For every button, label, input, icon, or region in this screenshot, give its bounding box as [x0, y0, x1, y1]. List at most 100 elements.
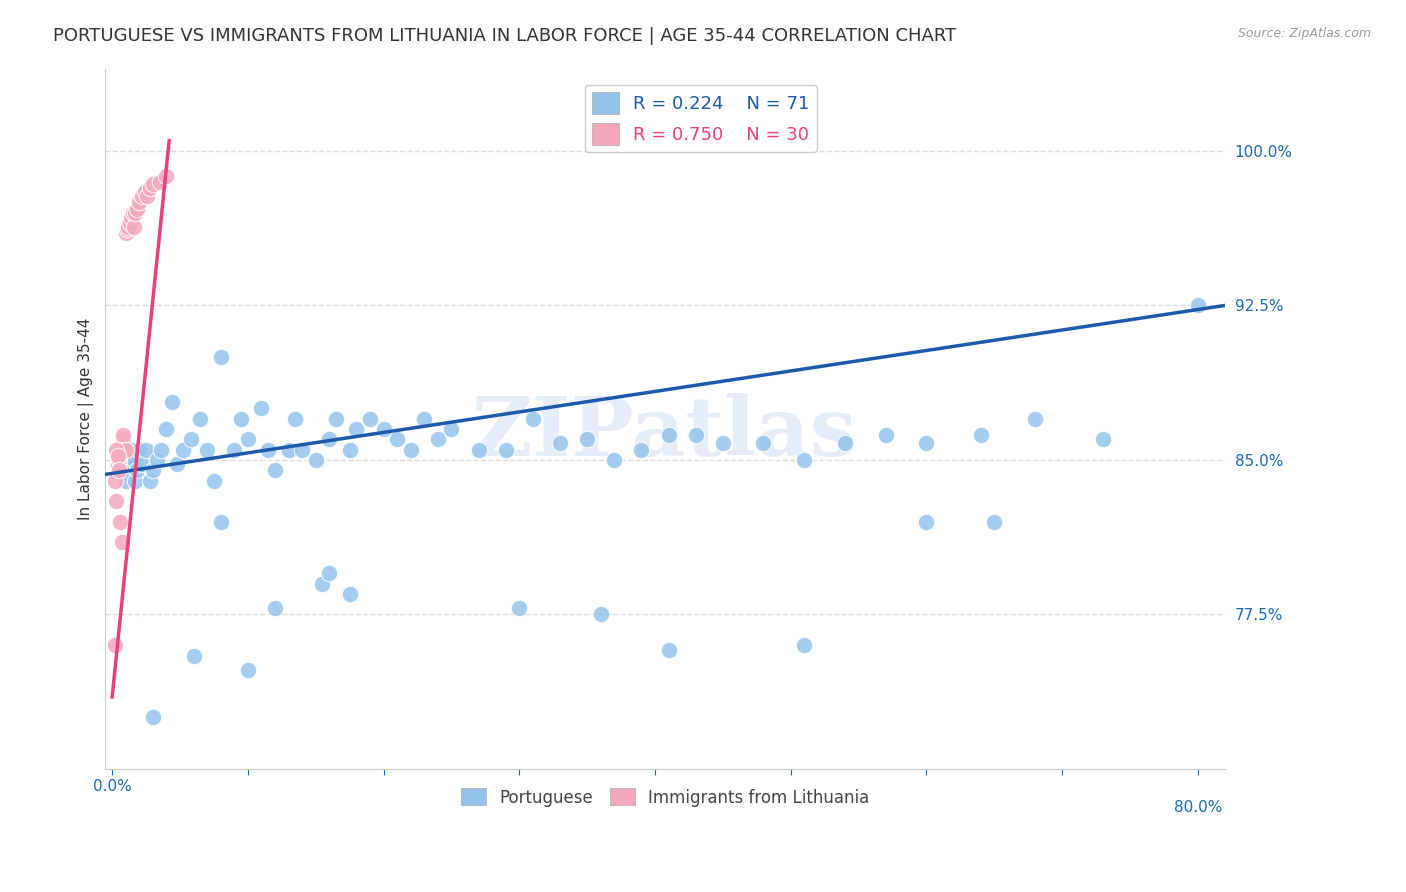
Point	[305, 453, 328, 467]
Legend: Portuguese, Immigrants from Lithuania: Portuguese, Immigrants from Lithuania	[454, 781, 876, 814]
Point	[150, 442, 173, 457]
Point	[576, 433, 599, 447]
Point	[128, 442, 150, 457]
Point	[508, 601, 530, 615]
Point	[114, 227, 136, 241]
Text: 80.0%: 80.0%	[1174, 799, 1222, 814]
Point	[190, 411, 212, 425]
Text: PORTUGUESE VS IMMIGRANTS FROM LITHUANIA IN LABOR FORCE | AGE 35-44 CORRELATION C: PORTUGUESE VS IMMIGRANTS FROM LITHUANIA …	[53, 27, 956, 45]
Point	[146, 453, 169, 467]
Point	[657, 642, 679, 657]
Point	[115, 457, 138, 471]
Point	[142, 463, 165, 477]
Point	[793, 639, 815, 653]
Point	[122, 220, 145, 235]
Point	[124, 205, 146, 219]
Point	[120, 210, 142, 224]
Point	[118, 442, 141, 457]
Point	[264, 463, 287, 477]
Point	[195, 442, 218, 457]
Point	[277, 442, 299, 457]
Point	[236, 433, 259, 447]
Point	[115, 222, 138, 236]
Point	[426, 433, 449, 447]
Point	[104, 639, 127, 653]
Point	[110, 447, 132, 461]
Point	[107, 457, 129, 471]
Point	[969, 428, 991, 442]
Point	[209, 515, 232, 529]
Point	[603, 453, 626, 467]
Point	[440, 422, 463, 436]
Point	[264, 601, 287, 615]
Point	[124, 474, 146, 488]
Point	[711, 436, 734, 450]
Point	[229, 411, 252, 425]
Point	[111, 436, 134, 450]
Point	[311, 576, 333, 591]
Point	[325, 411, 347, 425]
Point	[125, 463, 148, 477]
Point	[125, 202, 148, 216]
Point	[183, 648, 205, 663]
Point	[236, 663, 259, 677]
Point	[344, 422, 367, 436]
Point	[983, 515, 1005, 529]
Point	[548, 436, 571, 450]
Point	[160, 395, 183, 409]
Point	[793, 453, 815, 467]
Point	[117, 449, 139, 463]
Point	[413, 411, 436, 425]
Point	[752, 436, 775, 450]
Point	[250, 401, 273, 416]
Point	[108, 463, 131, 477]
Point	[111, 535, 134, 549]
Point	[318, 566, 340, 581]
Text: ZIPatlas: ZIPatlas	[472, 392, 858, 473]
Point	[122, 453, 145, 467]
Point	[155, 422, 177, 436]
Point	[1024, 411, 1046, 425]
Point	[112, 449, 135, 463]
Point	[136, 189, 159, 203]
Point	[105, 442, 128, 457]
Point	[112, 442, 135, 457]
Point	[139, 474, 162, 488]
Point	[339, 587, 361, 601]
Point	[685, 428, 707, 442]
Point	[110, 442, 132, 457]
Point	[589, 607, 612, 622]
Point	[121, 442, 143, 457]
Point	[209, 350, 232, 364]
Y-axis label: In Labor Force | Age 35-44: In Labor Force | Age 35-44	[79, 318, 94, 520]
Point	[291, 442, 314, 457]
Point	[108, 449, 131, 463]
Point	[834, 436, 856, 450]
Point	[166, 457, 188, 471]
Point	[149, 175, 172, 189]
Point	[118, 216, 141, 230]
Point	[111, 441, 134, 455]
Point	[915, 436, 938, 450]
Point	[114, 442, 136, 457]
Point	[111, 463, 134, 477]
Point	[139, 181, 162, 195]
Point	[522, 411, 544, 425]
Point	[385, 433, 408, 447]
Point	[359, 411, 381, 425]
Point	[495, 442, 517, 457]
Point	[134, 185, 156, 199]
Point	[373, 422, 395, 436]
Point	[108, 442, 131, 457]
Point	[110, 453, 132, 467]
Point	[467, 442, 489, 457]
Point	[120, 457, 142, 471]
Point	[1091, 433, 1114, 447]
Point	[142, 710, 165, 724]
Point	[224, 442, 246, 457]
Point	[121, 205, 143, 219]
Text: Source: ZipAtlas.com: Source: ZipAtlas.com	[1237, 27, 1371, 40]
Point	[105, 494, 128, 508]
Point	[284, 411, 307, 425]
Point	[107, 449, 129, 463]
